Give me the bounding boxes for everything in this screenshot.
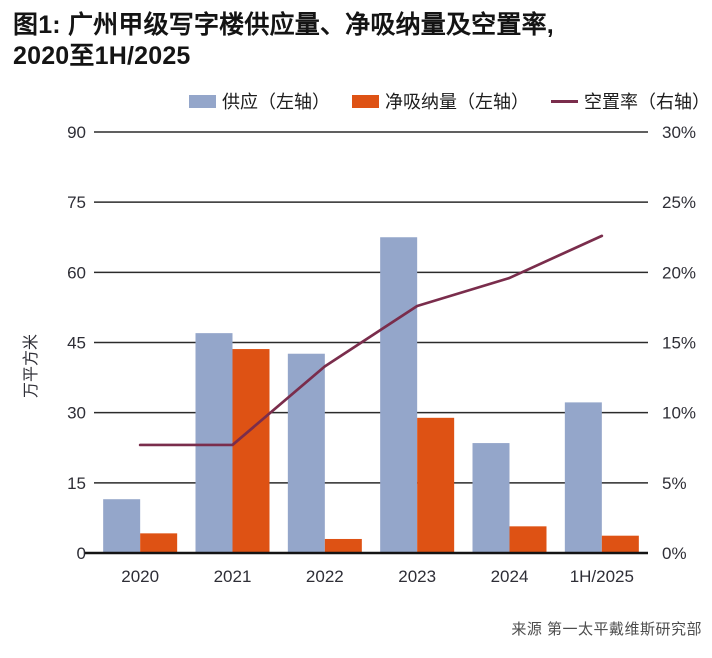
right-tick-10: 10%: [662, 404, 696, 423]
chart-title: 图1: 广州甲级写字楼供应量、净吸纳量及空置率, 2020至1H/2025: [13, 10, 653, 73]
bar-absorption-2024: [509, 526, 547, 553]
right-tick-0: 0%: [662, 544, 687, 563]
left-tick-75: 75: [67, 193, 86, 212]
right-tick-30: 30%: [662, 123, 696, 142]
left-tick-45: 45: [67, 334, 86, 353]
category-label-2024: 2024: [491, 567, 529, 586]
chart-area: 0 0% 15 5% 30 10% 45 15% 60 20% 75 25% 90 30% 2020 2021…: [0, 118, 712, 603]
bar-supply-2023: [380, 237, 418, 553]
category-label-2020: 2020: [121, 567, 159, 586]
chart-legend: 供应（左轴） 净吸纳量（左轴） 空置率（右轴）: [189, 88, 710, 114]
bar-absorption-1H/2025: [601, 535, 639, 553]
bar-absorption-2023: [417, 417, 455, 553]
chart-title-line1: 图1: 广州甲级写字楼供应量、净吸纳量及空置率,: [13, 11, 554, 39]
bar-supply-1H/2025: [564, 402, 602, 553]
left-tick-15: 15: [67, 474, 86, 493]
legend-item-absorption: 净吸纳量（左轴）: [352, 88, 529, 114]
vacancy-rate-line: [138, 234, 604, 447]
category-label-2022: 2022: [306, 567, 344, 586]
absorption-swatch-icon: [352, 94, 379, 108]
chart-canvas: 0 0% 15 5% 30 10% 45 15% 60 20% 75 25% 90 30% 2020 2021…: [22, 123, 696, 586]
legend-item-vacancy: 空置率（右轴）: [551, 88, 710, 114]
legend-label-vacancy: 空置率（右轴）: [584, 92, 710, 112]
category-label-2021: 2021: [214, 567, 252, 586]
right-tick-25: 25%: [662, 193, 696, 212]
left-tick-30: 30: [67, 404, 86, 423]
right-tick-15: 15%: [662, 334, 696, 353]
right-tick-5: 5%: [662, 474, 687, 493]
bar-absorption-2021: [232, 349, 270, 553]
source-note: 来源 第一太平戴维斯研究部: [511, 621, 702, 638]
legend-label-absorption: 净吸纳量（左轴）: [385, 92, 529, 112]
supply-swatch-icon: [189, 94, 216, 108]
left-tick-0: 0: [77, 544, 86, 563]
vacancy-line-icon: [551, 99, 578, 103]
left-tick-60: 60: [67, 263, 86, 282]
category-label-1H/2025: 1H/2025: [570, 567, 634, 586]
category-label-2023: 2023: [398, 567, 436, 586]
legend-item-supply: 供应（左轴）: [189, 88, 330, 114]
bar-supply-2021: [195, 333, 233, 553]
bar-supply-2022: [287, 353, 325, 553]
right-tick-20: 20%: [662, 263, 696, 282]
chart-title-line2: 2020至1H/2025: [13, 42, 191, 71]
bar-absorption-2020: [140, 533, 178, 553]
bar-supply-2024: [472, 443, 510, 553]
left-tick-90: 90: [67, 123, 86, 142]
bar-supply-2020: [103, 499, 141, 553]
y-axis-title: 万平方米: [22, 334, 40, 398]
legend-label-supply: 供应（左轴）: [222, 92, 330, 112]
bar-absorption-2022: [324, 538, 362, 553]
